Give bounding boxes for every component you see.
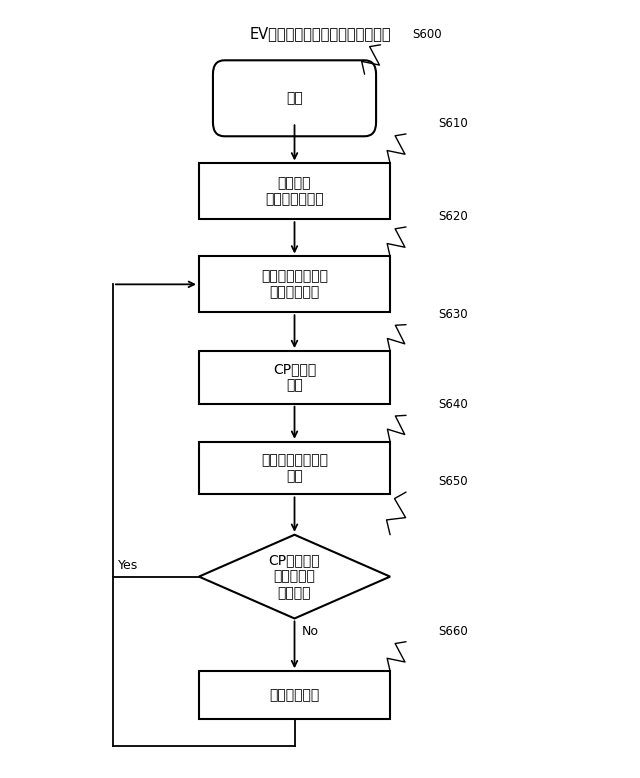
Text: S630: S630 xyxy=(438,308,467,321)
Text: CP回転数
取得: CP回転数 取得 xyxy=(273,363,316,392)
Bar xyxy=(199,351,390,404)
Bar xyxy=(199,442,390,495)
Text: 風量設定に基づき
駅動信号出力: 風量設定に基づき 駅動信号出力 xyxy=(261,269,328,300)
Polygon shape xyxy=(199,534,390,619)
Text: S600: S600 xyxy=(412,28,442,41)
Text: 風量設定変更: 風量設定変更 xyxy=(269,689,319,703)
Text: S650: S650 xyxy=(438,475,467,489)
Text: S640: S640 xyxy=(438,398,468,412)
Bar xyxy=(199,163,390,219)
Text: 風量制御テーブル
参照: 風量制御テーブル 参照 xyxy=(261,453,328,483)
Bar xyxy=(199,671,390,719)
FancyBboxPatch shape xyxy=(213,61,376,136)
Bar xyxy=(199,257,390,312)
Text: CP回転数に
対応する風
量設定？: CP回転数に 対応する風 量設定？ xyxy=(269,553,321,600)
Text: EVファンモータ駅動制御フロー例: EVファンモータ駅動制御フロー例 xyxy=(249,26,391,41)
Text: S660: S660 xyxy=(438,625,468,638)
Text: 風量設定
入力データ取得: 風量設定 入力データ取得 xyxy=(265,177,324,206)
Text: S610: S610 xyxy=(438,117,468,130)
Text: S620: S620 xyxy=(438,210,468,223)
Text: No: No xyxy=(302,625,319,638)
Text: 開始: 開始 xyxy=(286,91,303,105)
Text: Yes: Yes xyxy=(118,559,138,572)
